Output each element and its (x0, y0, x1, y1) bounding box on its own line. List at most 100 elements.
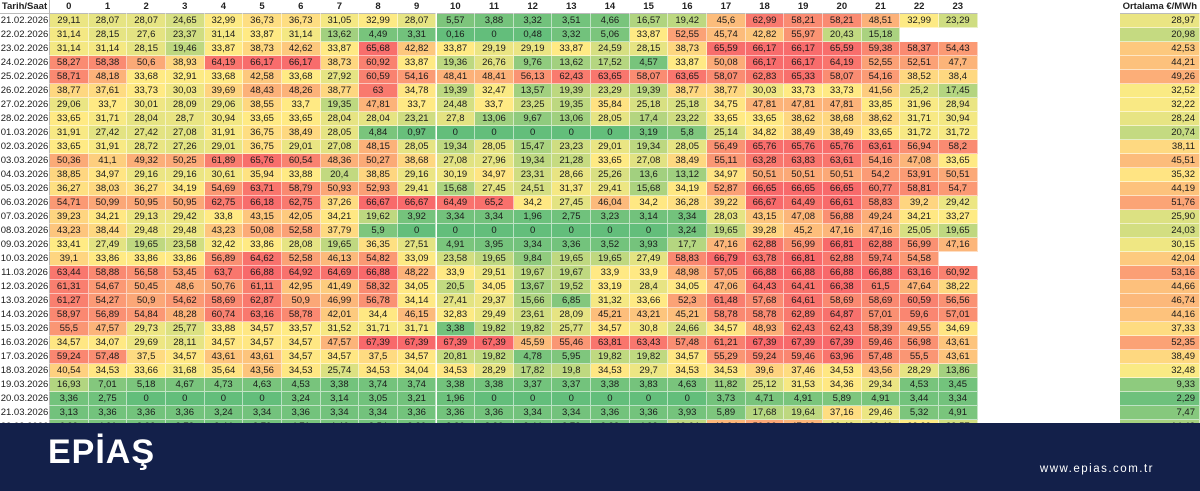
price-cell (938, 252, 978, 266)
price-cell: 19,65 (320, 238, 360, 252)
price-cell: 29,46 (861, 406, 901, 420)
row-date: 10.03.2026 (0, 252, 50, 266)
price-cell: 34,57 (243, 322, 282, 336)
price-cell: 3,74 (397, 378, 437, 392)
price-cell: 29,19 (513, 42, 553, 56)
price-cell: 29,51 (475, 266, 514, 280)
hour-header-8: 8 (359, 0, 398, 14)
price-cell: 56,58 (127, 266, 166, 280)
price-cell: 1,96 (436, 392, 476, 406)
price-cell: 34,53 (281, 364, 321, 378)
price-cell: 55,5 (50, 322, 89, 336)
price-cell: 54,67 (88, 280, 128, 294)
price-cell: 39,28 (745, 224, 785, 238)
price-cell: 47,06 (707, 280, 746, 294)
price-cell: 39,6 (745, 364, 785, 378)
website-link[interactable]: www.epias.com.tr (1039, 463, 1154, 475)
price-cell: 42,58 (243, 70, 282, 84)
price-cell: 33,68 (204, 70, 244, 84)
price-cell: 13,06 (475, 112, 514, 126)
table-row: 04.03.2026 38,85 34,97 29,16 29,16 30,61 35,94… (0, 168, 1200, 182)
row-average: 38,49 (1120, 350, 1200, 364)
price-cell: 54,71 (50, 196, 89, 210)
row-date: 25.02.2026 (0, 70, 50, 84)
price-cell: 3,34 (668, 210, 708, 224)
price-cell: 62,87 (243, 294, 282, 308)
price-cell: 46,15 (397, 308, 437, 322)
price-cell: 32,42 (204, 238, 244, 252)
price-cell: 35,84 (591, 98, 630, 112)
price-cell: 5,95 (552, 350, 592, 364)
price-cell: 47,08 (784, 210, 823, 224)
price-cell: 67,39 (359, 336, 398, 350)
price-cell: 31,32 (591, 294, 630, 308)
price-cell: 3,83 (629, 378, 669, 392)
price-cell: 58,83 (861, 196, 901, 210)
price-cell: 55,29 (707, 350, 746, 364)
hour-header-23: 23 (938, 0, 978, 14)
price-cell: 63,65 (591, 70, 630, 84)
price-cell (900, 28, 939, 42)
table-row: 20.03.2026 3,36 2,75 0 0 0 0 3,24 3,14 3,05 3,21 1,… (0, 392, 1200, 406)
price-cell: 34,57 (707, 322, 746, 336)
price-cell: 58,69 (861, 294, 901, 308)
price-cell: 3,34 (475, 210, 514, 224)
row-date: 15.03.2026 (0, 322, 50, 336)
price-cell: 61,48 (707, 294, 746, 308)
footer: EPİAŞ www.epias.com.tr (0, 423, 1200, 491)
price-cell: 34,57 (320, 350, 360, 364)
price-cell: 37,16 (823, 406, 862, 420)
price-cell: 0 (513, 126, 553, 140)
price-cell: 66,79 (707, 252, 746, 266)
price-cell: 34,19 (165, 182, 205, 196)
price-cell: 31,05 (320, 14, 360, 28)
price-cell: 38,49 (823, 126, 862, 140)
price-cell: 3,32 (513, 14, 553, 28)
price-cell: 63,81 (591, 336, 630, 350)
price-cell: 28,03 (707, 210, 746, 224)
price-cell: 27,08 (629, 154, 669, 168)
price-cell: 31,14 (88, 42, 128, 56)
price-cell: 63,65 (668, 70, 708, 84)
price-cell: 43,61 (938, 350, 978, 364)
price-cell: 38,77 (707, 84, 746, 98)
price-cell: 31,71 (88, 112, 128, 126)
hour-header-19: 19 (784, 0, 823, 14)
price-cell: 0 (243, 392, 282, 406)
price-cell: 33,65 (707, 112, 746, 126)
price-cell: 63,28 (745, 154, 785, 168)
price-cell: 28,04 (320, 112, 360, 126)
price-cell: 54,16 (861, 70, 901, 84)
price-cell: 0 (513, 224, 553, 238)
price-cell: 28,05 (475, 140, 514, 154)
price-cell: 60,77 (861, 182, 901, 196)
price-cell: 59,24 (50, 350, 89, 364)
price-cell: 53,45 (165, 266, 205, 280)
price-cell: 0 (127, 392, 166, 406)
price-cell: 50,08 (243, 224, 282, 238)
price-cell: 33,87 (629, 28, 669, 42)
price-cell: 66,88 (823, 266, 862, 280)
row-date: 22.02.2026 (0, 28, 50, 42)
price-cell: 65,76 (784, 140, 823, 154)
price-cell: 39,22 (707, 196, 746, 210)
row-average: 46,74 (1120, 294, 1200, 308)
price-cell: 33,86 (165, 252, 205, 266)
price-cell: 33,65 (861, 126, 901, 140)
price-cell: 29,19 (475, 42, 514, 56)
price-cell: 54,16 (861, 154, 901, 168)
price-cell: 31,91 (204, 126, 244, 140)
price-cell: 66,88 (745, 266, 785, 280)
price-cell: 19,82 (475, 322, 514, 336)
price-cell: 33,41 (50, 238, 89, 252)
price-cell: 33,7 (88, 98, 128, 112)
price-cell: 0,16 (436, 28, 476, 42)
row-average: 38,11 (1120, 140, 1200, 154)
price-cell: 30,61 (204, 168, 244, 182)
price-cell: 0 (397, 224, 437, 238)
price-cell: 59,74 (861, 252, 901, 266)
price-cell: 37,79 (320, 224, 360, 238)
price-cell: 50,25 (165, 154, 205, 168)
price-cell: 60,59 (900, 294, 939, 308)
price-cell: 25,18 (629, 98, 669, 112)
